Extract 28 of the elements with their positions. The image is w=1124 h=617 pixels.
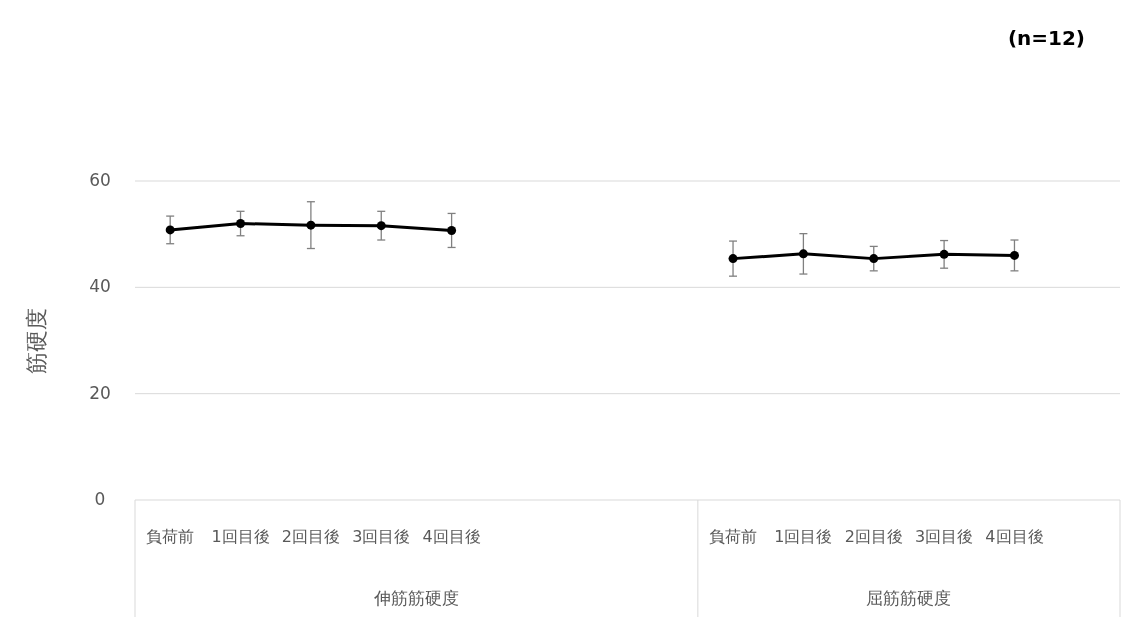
point xyxy=(939,249,949,259)
text: 伸筋筋硬度 xyxy=(372,588,459,608)
point xyxy=(306,220,316,230)
point xyxy=(165,225,175,235)
x-tick-label: 2回目後 xyxy=(281,526,340,546)
chart-title: (n=12) xyxy=(1007,26,1085,50)
y-tick-label: 60 xyxy=(89,170,111,190)
point xyxy=(376,221,386,231)
x-tick-label: 負荷前 xyxy=(146,526,195,546)
y-tick-label: 20 xyxy=(89,382,111,403)
y-tick-label: 0 xyxy=(94,489,106,509)
text: 屈筋筋硬度 xyxy=(866,588,952,608)
x-tick-label: 負荷前 xyxy=(709,526,758,546)
x-tick-label: 2回目後 xyxy=(844,526,903,546)
point xyxy=(1009,250,1019,260)
point xyxy=(798,249,808,259)
x-tick-label: 1回目後 xyxy=(211,526,270,546)
point xyxy=(447,225,457,235)
point xyxy=(236,219,246,229)
y-axis-title: 筋硬度 xyxy=(24,307,49,374)
x-tick-label: 3回目後 xyxy=(352,526,411,546)
point xyxy=(728,254,738,264)
point xyxy=(869,254,879,264)
x-tick-label: 1回目後 xyxy=(774,526,833,546)
x-tick-label: 4回目後 xyxy=(422,526,481,546)
x-tick-label: 4回目後 xyxy=(985,526,1044,546)
y-tick-label: 40 xyxy=(89,276,111,297)
x-tick-label: 3回目後 xyxy=(915,526,974,546)
